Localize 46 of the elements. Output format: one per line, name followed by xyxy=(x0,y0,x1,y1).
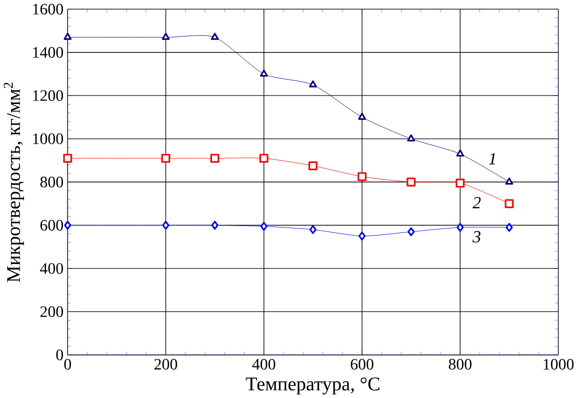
x-tick-label: 400 xyxy=(252,358,276,370)
point xyxy=(456,178,465,188)
y-tick-label: 1200 xyxy=(33,90,64,101)
point xyxy=(309,80,317,88)
point xyxy=(161,154,170,163)
point xyxy=(260,69,268,76)
point xyxy=(162,32,170,40)
y-tick-label: 800 xyxy=(40,176,64,188)
point xyxy=(210,154,220,163)
point xyxy=(260,222,268,231)
point xyxy=(63,154,72,163)
point xyxy=(211,220,218,230)
series-label: 2 xyxy=(472,196,481,208)
x-tick-label: 600 xyxy=(350,358,374,370)
y-tick-label: 1000 xyxy=(33,133,64,144)
y-tick-label: 200 xyxy=(40,306,64,317)
x-tick-label: 200 xyxy=(154,358,178,370)
y-axis-title: Микротвердость, кг/мм$^{2}$ xyxy=(4,82,24,282)
point xyxy=(64,220,72,230)
point xyxy=(506,222,513,232)
x-tick-label: 1000 xyxy=(544,358,574,370)
point xyxy=(358,231,366,240)
y-tick-label: 600 xyxy=(40,220,64,230)
point xyxy=(505,177,514,185)
x-axis-title: Температура, °C xyxy=(246,377,380,394)
point xyxy=(408,227,415,236)
series-label: 3 xyxy=(472,230,480,242)
point xyxy=(210,32,219,40)
point xyxy=(358,112,366,120)
y-tick-label: 1600 xyxy=(33,4,64,14)
point xyxy=(504,199,514,208)
point xyxy=(259,154,268,163)
point xyxy=(406,177,416,186)
point xyxy=(162,220,170,230)
point xyxy=(309,225,316,234)
point xyxy=(358,172,366,181)
y-tick-label: 1400 xyxy=(33,46,64,58)
y-tick-label: 400 xyxy=(40,262,64,274)
series-label: 1 xyxy=(488,152,496,164)
point xyxy=(308,161,318,170)
x-tick-label: 800 xyxy=(448,358,472,370)
x-tick-label: 0 xyxy=(64,358,72,370)
point xyxy=(456,222,464,232)
point xyxy=(407,134,416,142)
y-tick-label: 0 xyxy=(56,349,64,360)
point xyxy=(456,149,464,156)
